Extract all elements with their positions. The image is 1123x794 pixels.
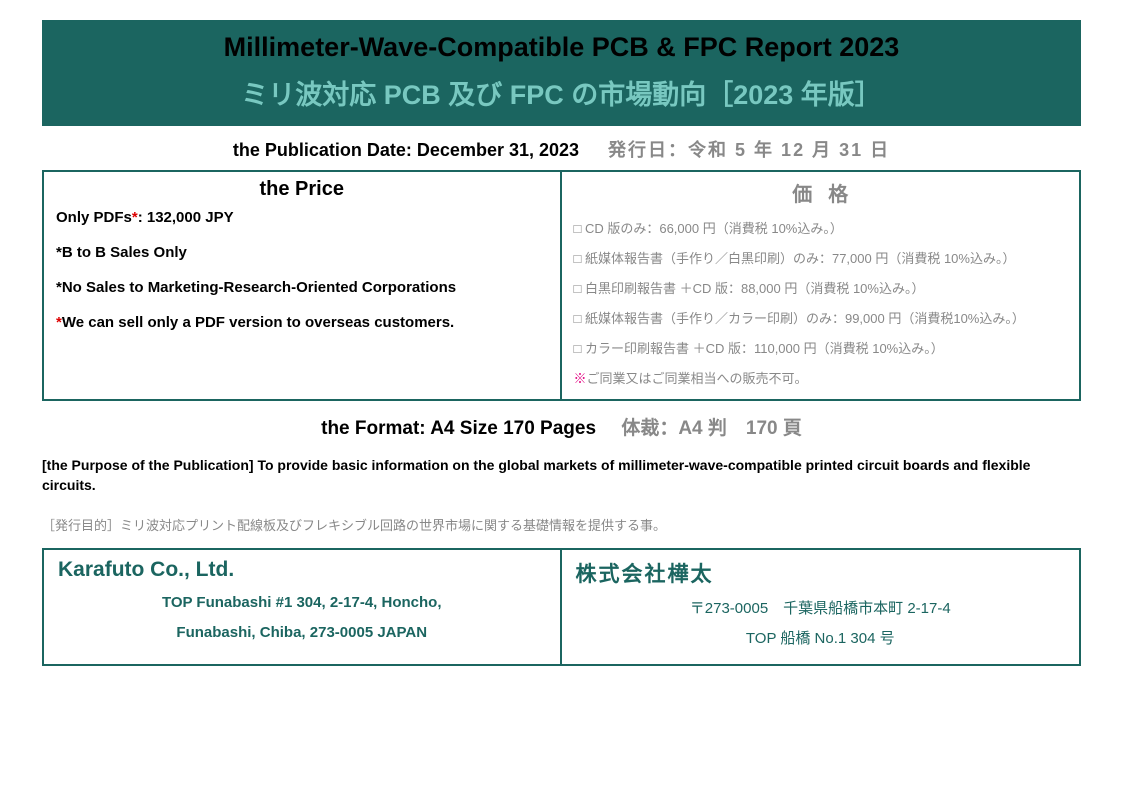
company-name-japanese: 株式会社樺太 — [576, 558, 1066, 588]
title-english: Millimeter-Wave-Compatible PCB & FPC Rep… — [42, 32, 1081, 63]
publication-date-row: the Publication Date: December 31, 2023 … — [42, 126, 1081, 170]
price-box: the Price Only PDFs*: 132,000 JPY *B to … — [42, 170, 1081, 401]
company-address-english-2: Funabashi, Chiba, 273-0005 JAPAN — [58, 618, 546, 648]
price-option-5: □ カラー印刷報告書 ＋CD 版：110,000 円（消費税 10%込み。） — [574, 338, 1068, 357]
header-block: Millimeter-Wave-Compatible PCB & FPC Rep… — [42, 20, 1081, 126]
price-option-3: □ 白黒印刷報告書 ＋CD 版：88,000 円（消費税 10%込み。） — [574, 278, 1068, 297]
price-option-2: □ 紙媒体報告書（手作り／白黒印刷）のみ：77,000 円（消費税 10%込み。… — [574, 248, 1068, 267]
price-heading-japanese: 価格 — [574, 178, 1068, 207]
company-box: Karafuto Co., Ltd. TOP Funabashi #1 304,… — [42, 548, 1081, 666]
price-column-japanese: 価格 □ CD 版のみ：66,000 円（消費税 10%込み。） □ 紙媒体報告… — [562, 172, 1080, 399]
company-name-english: Karafuto Co., Ltd. — [58, 558, 546, 582]
price-line-nosales: *No Sales to Marketing-Research-Oriented… — [56, 279, 548, 296]
format-row: the Format: A4 Size 170 Pages 体裁：A4 判 17… — [42, 401, 1081, 456]
price-line-pdf: Only PDFs*: 132,000 JPY — [56, 209, 548, 226]
purpose-english: [the Purpose of the Publication] To prov… — [42, 456, 1081, 495]
title-japanese: ミリ波対応 PCB 及び FPC の市場動向［2023 年版］ — [42, 73, 1081, 112]
format-english: the Format: A4 Size 170 Pages — [321, 418, 596, 439]
company-address-japanese-2: TOP 船橋 No.1 304 号 — [576, 624, 1066, 654]
price-option-4: □ 紙媒体報告書（手作り／カラー印刷）のみ：99,000 円（消費税10%込み。… — [574, 308, 1068, 327]
publication-date-japanese: 発行日：令和 5 年 12 月 31 日 — [608, 140, 890, 160]
purpose-japanese: ［発行目的］ミリ波対応プリント配線板及びフレキシブル回路の世界市場に関する基礎情… — [42, 515, 1081, 534]
company-address-english-1: TOP Funabashi #1 304, 2-17-4, Honcho, — [58, 588, 546, 618]
format-japanese: 体裁：A4 判 170 頁 — [621, 418, 802, 439]
company-column-japanese: 株式会社樺太 〒273-0005 千葉県船橋市本町 2-17-4 TOP 船橋 … — [562, 550, 1080, 664]
price-line-b2b: *B to B Sales Only — [56, 244, 548, 261]
price-line-overseas: *We can sell only a PDF version to overs… — [56, 314, 548, 331]
publication-date-english: the Publication Date: December 31, 2023 — [233, 140, 579, 160]
company-column-english: Karafuto Co., Ltd. TOP Funabashi #1 304,… — [44, 550, 562, 664]
company-address-japanese-1: 〒273-0005 千葉県船橋市本町 2-17-4 — [576, 594, 1066, 624]
price-warning-japanese: ※ご同業又はご同業相当への販売不可。 — [574, 368, 1068, 387]
price-column-english: the Price Only PDFs*: 132,000 JPY *B to … — [44, 172, 562, 399]
price-option-1: □ CD 版のみ：66,000 円（消費税 10%込み。） — [574, 218, 1068, 237]
price-heading-english: the Price — [56, 178, 548, 201]
